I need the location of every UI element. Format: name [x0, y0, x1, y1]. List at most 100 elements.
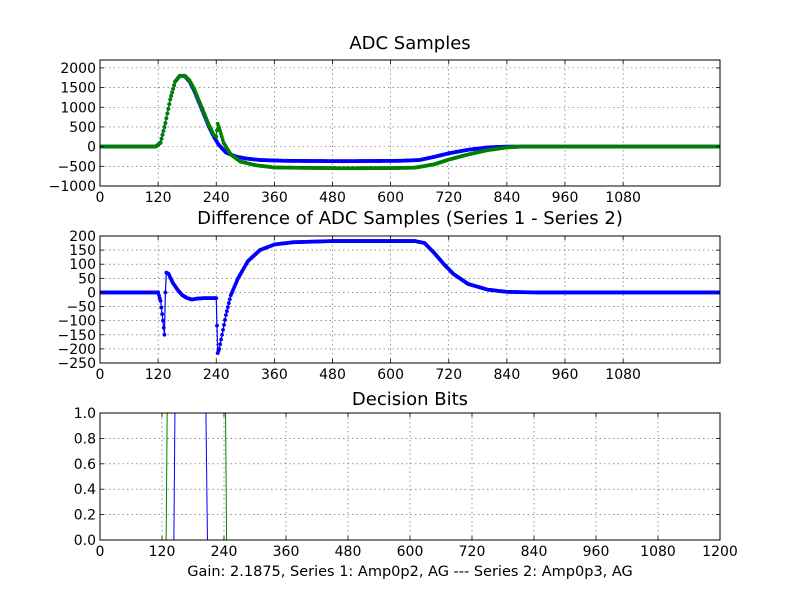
y-tick-label: 0 [87, 285, 96, 301]
y-tick-label: 100 [69, 257, 96, 273]
series-point [167, 102, 172, 106]
x-tick-label: 960 [583, 544, 610, 560]
series-2 [100, 73, 720, 171]
y-tick-label: 150 [69, 243, 96, 259]
chart-title: Difference of ADC Samples (Series 1 - Se… [197, 208, 623, 229]
y-tick-label: 200 [69, 229, 96, 245]
series-point [172, 83, 177, 88]
series-point [226, 301, 231, 306]
y-tick-label: 50 [78, 271, 96, 287]
y-tick-label: 1.0 [74, 406, 96, 422]
series-point [223, 318, 227, 322]
chart-title: ADC Samples [349, 33, 470, 54]
series-point [163, 121, 168, 125]
series-point [168, 97, 173, 102]
series-point [219, 337, 223, 342]
series-point [166, 106, 171, 111]
series-point [218, 128, 223, 133]
series-point [161, 128, 166, 133]
y-tick-label: −500 [58, 159, 96, 175]
chart-1: 0 120 240 360 480 600 720 840 960 1080−1000−50005… [49, 33, 721, 206]
x-tick-label: 0 [96, 190, 105, 206]
series-point [164, 116, 169, 121]
plots: 0 120 240 360 480 600 720 840 960 1080−1000−50005… [49, 33, 738, 560]
y-tick-label: 1500 [60, 81, 96, 97]
series-point [214, 134, 219, 139]
x-tick-label: 240 [203, 367, 230, 383]
x-tick-label: 360 [273, 544, 300, 560]
series-point [170, 90, 175, 95]
x-tick-label: 1080 [640, 544, 676, 560]
series-point [218, 342, 223, 347]
x-tick-label: 480 [319, 367, 346, 383]
series-point [171, 86, 176, 91]
series-point [163, 290, 168, 295]
x-tick-label: 840 [521, 544, 548, 560]
series-point [161, 318, 165, 323]
y-tick-label: −150 [58, 328, 96, 344]
y-tick-label: 0.6 [74, 457, 96, 473]
x-tick-label: 120 [145, 367, 172, 383]
series-point [219, 134, 224, 139]
chart-title: Decision Bits [352, 389, 468, 410]
chart-series-group [100, 239, 720, 356]
x-tick-label: 840 [494, 367, 521, 383]
axes-frame [99, 235, 721, 364]
x-tick-label: 600 [377, 190, 404, 206]
series-point [215, 323, 219, 328]
x-tick-label: 840 [494, 190, 521, 206]
figure-footer: Gain: 2.1875, Series 1: Amp0p2, AG --- S… [187, 564, 633, 580]
y-tick-label: −250 [58, 356, 96, 372]
x-tick-label: 360 [261, 367, 288, 383]
series-point [159, 305, 164, 310]
y-tick-label: 0 [87, 140, 96, 156]
series-point [158, 140, 163, 145]
axes-frame [99, 59, 721, 187]
series-point [214, 296, 219, 300]
y-tick-label: 2000 [60, 61, 96, 77]
x-tick-label: 720 [459, 544, 486, 560]
series-point [158, 299, 163, 303]
series-point [160, 132, 165, 137]
y-tick-label: −100 [58, 314, 96, 330]
series-point [169, 93, 174, 98]
chart-3: 0 120 240 360 480 600 720 840 960 1080 1200 0.0 0.2 0… [74, 389, 738, 560]
series-1 [100, 239, 720, 356]
series-point [219, 131, 223, 136]
series-point [225, 309, 229, 313]
y-tick-label: 0.8 [74, 431, 96, 447]
x-tick-label: 1200 [702, 544, 738, 560]
x-tick-label: 480 [335, 544, 362, 560]
y-tick-label: −50 [66, 300, 96, 316]
x-tick-label: 720 [435, 190, 462, 206]
series-point [224, 313, 228, 317]
x-tick-label: 120 [145, 190, 172, 206]
series-point [165, 111, 170, 116]
y-tick-label: 0.2 [74, 508, 96, 524]
x-tick-label: 600 [377, 367, 404, 383]
y-tick-label: 1000 [60, 100, 96, 116]
series-point [227, 297, 232, 302]
series-point [221, 327, 225, 332]
y-tick-label: −1000 [49, 179, 96, 195]
x-tick-label: 240 [211, 544, 238, 560]
series-point [161, 325, 166, 330]
series-point [220, 332, 224, 337]
y-tick-label: 500 [69, 120, 96, 136]
x-tick-label: 960 [552, 190, 579, 206]
series-point [225, 305, 230, 310]
chart-series-group [100, 73, 720, 171]
series-point [222, 323, 226, 327]
series-point [220, 137, 225, 142]
y-tick-label: 0.4 [74, 482, 96, 498]
x-tick-label: 0 [96, 544, 105, 560]
chart-2: 0 120 240 360 480 600 720 840 960 1080 −250−200−15… [58, 208, 721, 383]
x-tick-label: 360 [261, 190, 288, 206]
y-tick-label: −200 [58, 342, 96, 358]
x-tick-label: 120 [149, 544, 176, 560]
y-tick-label: 0.0 [74, 533, 96, 549]
series-point [159, 136, 164, 141]
x-tick-label: 600 [397, 544, 424, 560]
